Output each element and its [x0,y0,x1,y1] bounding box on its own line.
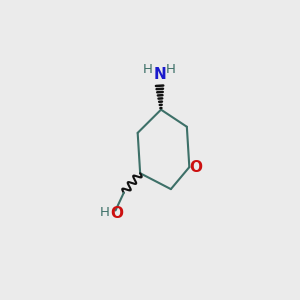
Text: H: H [100,206,110,219]
Text: H: H [166,63,176,76]
Text: O: O [189,160,203,175]
Text: N: N [153,67,166,82]
Text: O: O [110,206,124,221]
Text: H: H [143,63,153,76]
